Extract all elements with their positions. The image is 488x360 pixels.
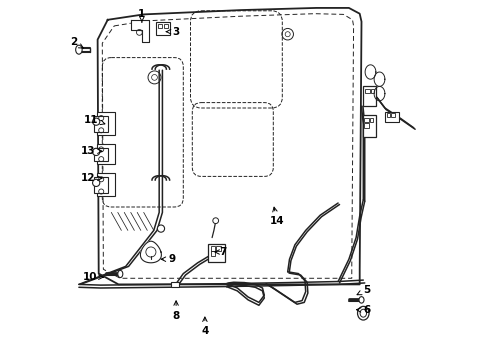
Ellipse shape	[358, 297, 363, 303]
Polygon shape	[140, 241, 161, 263]
Text: 2: 2	[70, 37, 83, 48]
Bar	[369, 118, 373, 122]
Bar	[163, 24, 167, 28]
Text: 8: 8	[172, 301, 180, 321]
Ellipse shape	[76, 45, 82, 54]
Circle shape	[92, 118, 100, 125]
Bar	[210, 251, 215, 256]
Text: 7: 7	[215, 247, 226, 257]
Circle shape	[92, 148, 100, 156]
Bar	[370, 89, 373, 93]
Bar	[210, 246, 215, 251]
Text: 5: 5	[356, 285, 370, 295]
Circle shape	[212, 218, 218, 224]
Text: 1: 1	[138, 9, 145, 22]
Bar	[97, 173, 115, 196]
Bar	[390, 113, 394, 117]
Bar	[364, 118, 368, 122]
Text: 3: 3	[166, 27, 180, 37]
Bar	[156, 22, 170, 35]
Ellipse shape	[357, 306, 368, 320]
Bar	[208, 244, 224, 262]
Bar	[386, 113, 389, 117]
Bar	[94, 177, 108, 193]
Bar	[97, 144, 115, 164]
Bar	[364, 123, 368, 128]
Bar	[384, 112, 399, 122]
Circle shape	[92, 179, 100, 186]
Text: 10: 10	[82, 272, 103, 282]
Circle shape	[157, 225, 164, 232]
Bar	[158, 24, 162, 28]
Text: 13: 13	[81, 146, 102, 156]
Bar	[94, 148, 108, 161]
Text: 6: 6	[356, 305, 370, 315]
Text: 9: 9	[161, 254, 176, 264]
Text: 12: 12	[81, 173, 102, 183]
Polygon shape	[131, 20, 149, 42]
Text: 11: 11	[84, 114, 105, 125]
Bar	[170, 282, 178, 287]
Ellipse shape	[118, 270, 122, 278]
Bar	[365, 89, 369, 93]
Text: 14: 14	[269, 207, 284, 226]
Text: 4: 4	[201, 317, 208, 336]
Bar	[97, 112, 115, 135]
Bar	[363, 86, 375, 106]
Bar	[362, 115, 375, 137]
Bar	[94, 116, 108, 132]
Bar	[216, 246, 220, 251]
